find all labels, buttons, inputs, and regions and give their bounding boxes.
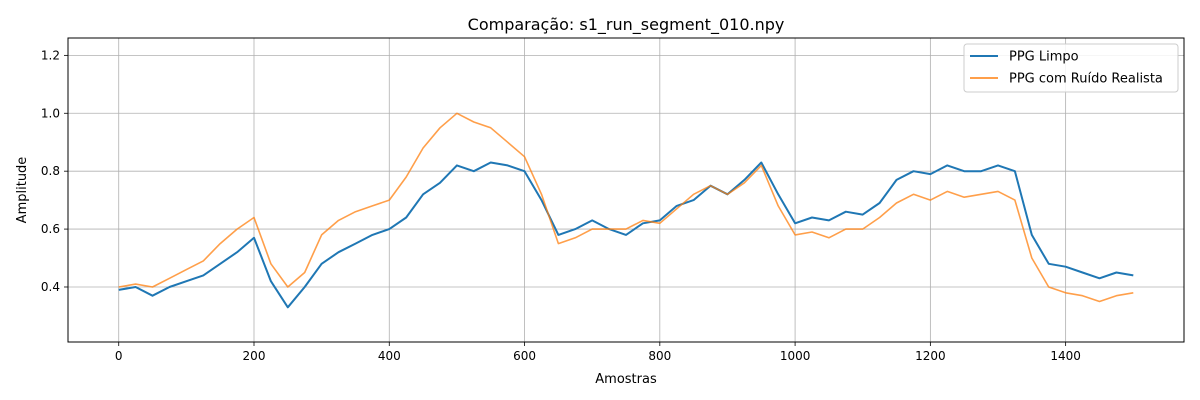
chart-title: Comparação: s1_run_segment_010.npy — [468, 15, 785, 35]
x-tick-label: 600 — [513, 349, 536, 363]
x-tick-label: 800 — [648, 349, 671, 363]
x-tick-label: 0 — [115, 349, 123, 363]
x-tick-label: 1000 — [780, 349, 811, 363]
plot-area-frame — [67, 37, 1185, 343]
series-layer — [118, 112, 1134, 309]
x-tick-label: 200 — [243, 349, 266, 363]
series-line-2 — [118, 112, 1134, 303]
legend-label-1: PPG Limpo — [1009, 50, 1079, 65]
x-axis-label: Amostras — [595, 372, 657, 387]
x-axis: 0 200 400 600 800 1000 1200 1400 — [115, 342, 1081, 363]
x-tick-label: 1200 — [915, 349, 946, 363]
y-tick-label: 0.4 — [41, 280, 60, 294]
x-tick-label: 400 — [378, 349, 401, 363]
y-tick-label: 0.6 — [41, 222, 60, 236]
y-tick-label: 1.0 — [41, 106, 60, 120]
legend-label-2: PPG com Ruído Realista — [1009, 72, 1163, 87]
y-axis-label: Amplitude — [15, 157, 30, 224]
y-tick-label: 1.2 — [41, 48, 60, 62]
y-tick-label: 0.8 — [41, 164, 60, 178]
x-tick-label: 1400 — [1050, 349, 1081, 363]
legend-box — [963, 43, 1179, 93]
y-axis: 0.4 0.6 0.8 1.0 1.2 — [41, 48, 68, 294]
legend: PPG Limpo PPG com Ruído Realista — [963, 43, 1179, 93]
series-line-1 — [118, 161, 1134, 309]
